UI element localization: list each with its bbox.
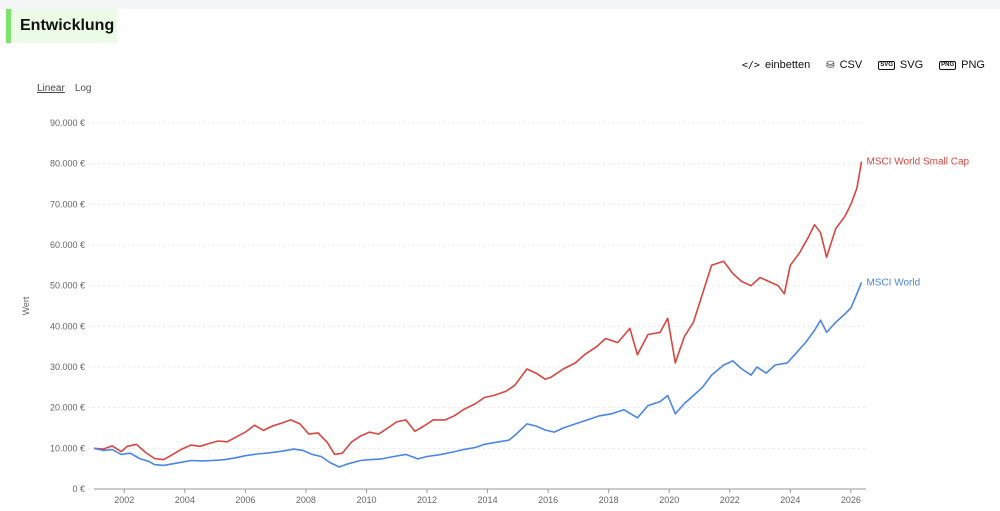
series-line — [93, 282, 863, 468]
x-tick-label: 2008 — [296, 495, 316, 505]
png-button[interactable]: PNG PNG — [939, 59, 985, 71]
y-tick-label: 60.000 € — [50, 240, 85, 250]
y-tick-label: 20.000 € — [50, 403, 85, 413]
grid-lines — [88, 122, 866, 490]
y-tick-label: 90.000 € — [50, 118, 85, 128]
y-axis-label: Wert — [21, 296, 31, 315]
scale-linear-option[interactable]: Linear — [37, 83, 65, 94]
section-title: Entwicklung — [6, 9, 117, 43]
png-label: PNG — [961, 59, 985, 71]
x-tick-label: 2010 — [356, 495, 376, 505]
series-lines — [93, 161, 863, 468]
x-tick-label: 2024 — [780, 495, 800, 505]
x-tick-label: 2014 — [478, 495, 498, 505]
code-icon: </> — [741, 59, 760, 71]
y-tick-label: 70.000 € — [50, 199, 85, 209]
scale-log-option[interactable]: Log — [74, 83, 92, 94]
y-tick-label: 40.000 € — [50, 321, 85, 331]
png-file-icon: PNG — [939, 60, 957, 70]
csv-button[interactable]: ⛁ CSV — [826, 59, 862, 71]
x-tick-label: 2026 — [841, 495, 861, 505]
series-line — [93, 161, 863, 461]
y-tick-label: 30.000 € — [50, 362, 85, 372]
svg-button[interactable]: SVG SVG — [878, 59, 923, 71]
export-toolbar: </> einbetten ⛁ CSV SVG SVG PNG PNG — [742, 59, 985, 71]
embed-label: einbetten — [764, 59, 811, 71]
chart-card — [0, 9, 1000, 511]
y-tick-label: 0 € — [72, 484, 85, 494]
csv-label: CSV — [839, 59, 863, 71]
y-axis: 0 € 10.000 € 20.000 € 30.000 € 40.000 € 50.00… — [50, 118, 85, 494]
scale-toggle: Linear Log — [37, 83, 92, 94]
x-tick-label: 2018 — [599, 495, 619, 505]
series-label: MSCI World Small Cap — [866, 157, 969, 168]
database-download-icon: ⛁ — [826, 59, 835, 71]
x-tick-label: 2002 — [114, 495, 134, 505]
svg-label: SVG — [899, 59, 924, 71]
embed-button[interactable]: </> einbetten — [742, 59, 810, 71]
x-tick-label: 2022 — [720, 495, 740, 505]
x-tick-label: 2004 — [175, 495, 195, 505]
y-tick-label: 50.000 € — [50, 281, 85, 291]
y-tick-label: 80.000 € — [50, 159, 85, 169]
x-tick-label: 2020 — [659, 495, 679, 505]
x-tick-label: 2016 — [538, 495, 558, 505]
x-tick-label: 2006 — [235, 495, 255, 505]
series-label: MSCI World — [866, 277, 920, 288]
x-tick-label: 2012 — [417, 495, 437, 505]
x-axis: 2002 2004 2006 2008 2010 2012 2014 2016 2018 2020… — [94, 488, 866, 505]
series-labels: MSCI World Small Cap MSCI World — [866, 157, 969, 289]
y-tick-label: 10.000 € — [50, 443, 85, 453]
svg-file-icon: SVG — [878, 60, 895, 70]
